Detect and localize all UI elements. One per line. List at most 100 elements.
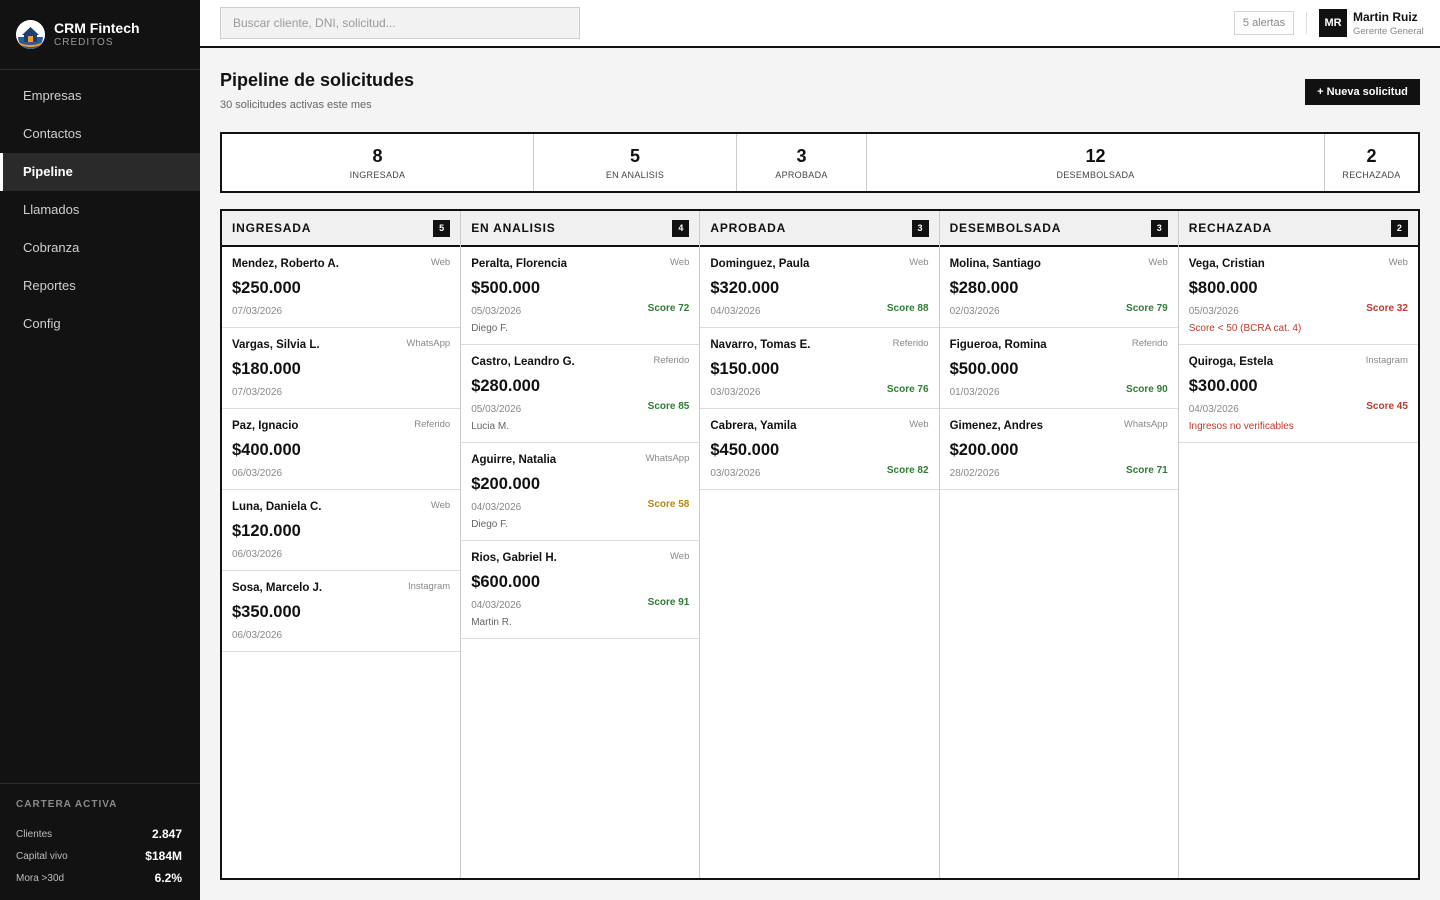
assigned-analyst: Diego F. <box>471 519 508 530</box>
alerts-button[interactable]: 5 alertas <box>1234 11 1294 35</box>
column-title: APROBADA <box>710 221 787 235</box>
stat-label: APROBADA <box>775 170 828 180</box>
brand[interactable]: CRM Fintech CREDITOS <box>0 0 200 70</box>
sidebar-item-cobranza[interactable]: Cobranza <box>23 240 80 255</box>
lead-source: WhatsApp <box>645 453 690 464</box>
request-card[interactable]: Paz, Ignacio Referido $400.000 06/03/2026 <box>222 409 461 490</box>
stat-desembolsada: 12 DESEMBOLSADA <box>867 134 1325 191</box>
loan-amount: $600.000 <box>471 573 541 591</box>
request-date: 03/03/2026 <box>710 468 761 479</box>
kanban-board: INGRESADA 5 Mendez, Roberto A. Web $250.000 0… <box>220 209 1420 880</box>
lead-source: Web <box>1148 257 1168 268</box>
lead-source: Web <box>909 419 929 430</box>
column-count-badge: 3 <box>1150 219 1168 237</box>
request-card[interactable]: Peralta, Florencia Web $500.000 05/03/2026 S… <box>461 247 700 345</box>
request-card[interactable]: Rios, Gabriel H. Web $600.000 04/03/2026 Sco… <box>461 541 700 639</box>
request-date: 07/03/2026 <box>232 387 283 398</box>
client-name: Peralta, Florencia <box>471 258 568 270</box>
portfolio-value: 6.2% <box>154 871 182 885</box>
request-card[interactable]: Navarro, Tomas E. Referido $150.000 03/03/2… <box>700 328 939 409</box>
lead-source: Web <box>670 551 690 562</box>
stat-label: RECHAZADA <box>1342 170 1401 180</box>
request-date: 04/03/2026 <box>471 502 522 513</box>
user-name[interactable]: Martin Ruiz <box>1353 10 1418 24</box>
request-card[interactable]: Castro, Leandro G. Referido $280.000 05/03/… <box>461 345 700 443</box>
client-name: Vargas, Silvia L. <box>232 339 320 351</box>
request-date: 04/03/2026 <box>471 600 522 611</box>
column-title: RECHAZADA <box>1188 221 1272 235</box>
stat-value: 5 <box>629 146 640 166</box>
request-card[interactable]: Vargas, Silvia L. WhatsApp $180.000 07/03/2… <box>222 328 461 409</box>
sidebar-nav: Empresas Contactos Pipeline Llamados Cobranz… <box>0 70 200 343</box>
stat-rechazada: 2 RECHAZADA <box>1325 134 1418 191</box>
request-date: 05/03/2026 <box>471 404 522 415</box>
page-subtitle: 30 solicitudes activas este mes <box>220 99 372 111</box>
brand-subtitle: CREDITOS <box>54 37 114 48</box>
kanban-column: DESEMBOLSADA 3 Molina, Santiago Web $280.000… <box>939 211 1179 878</box>
request-card[interactable]: Quiroga, Estela Instagram $300.000 04/03/20… <box>1178 345 1418 443</box>
stat-label: DESEMBOLSADA <box>1056 170 1135 180</box>
request-card[interactable]: Cabrera, Yamila Web $450.000 03/03/2026 Scor… <box>700 409 939 490</box>
request-date: 28/02/2026 <box>949 468 1000 479</box>
stat-ingresada: 8 INGRESADA <box>222 134 534 191</box>
rejection-reason: Score < 50 (BCRA cat. 4) <box>1188 323 1302 334</box>
stat-value: 2 <box>1366 146 1377 166</box>
request-card[interactable]: Gimenez, Andres WhatsApp $200.000 28/02/202… <box>939 409 1178 490</box>
portfolio-value: 2.847 <box>151 827 182 841</box>
page-title: Pipeline de solicitudes <box>220 70 415 90</box>
request-card[interactable]: Dominguez, Paula Web $320.000 04/03/2026 Sco… <box>700 247 939 328</box>
column-count-badge: 3 <box>911 219 929 237</box>
request-card[interactable]: Molina, Santiago Web $280.000 02/03/2026 Sco… <box>939 247 1178 328</box>
kanban-column: APROBADA 3 Dominguez, Paula Web $320.000 04/0… <box>700 211 940 878</box>
credit-score: Score 71 <box>1126 465 1168 476</box>
kanban-column: EN ANALISIS 4 Peralta, Florencia Web $500.00… <box>461 211 701 878</box>
stat-label: INGRESADA <box>349 170 406 180</box>
client-name: Mendez, Roberto A. <box>232 258 339 270</box>
rejection-reason: Ingresos no verificables <box>1188 421 1294 432</box>
loan-amount: $250.000 <box>232 279 301 297</box>
stat-aprobada: 3 APROBADA <box>737 134 867 191</box>
column-header: EN ANALISIS 4 <box>461 211 700 247</box>
client-name: Molina, Santiago <box>949 258 1041 270</box>
logo-icon <box>16 20 45 49</box>
credit-score: Score 45 <box>1366 401 1408 412</box>
sidebar-item-pipeline[interactable]: Pipeline <box>0 153 200 191</box>
brand-title: CRM Fintech <box>54 20 140 36</box>
portfolio-row: Capital vivo $184M <box>16 845 182 867</box>
request-card[interactable]: Mendez, Roberto A. Web $250.000 07/03/2026 <box>222 247 461 328</box>
client-name: Sosa, Marcelo J. <box>232 582 323 594</box>
avatar[interactable]: MR <box>1319 9 1347 37</box>
loan-amount: $500.000 <box>949 360 1019 378</box>
request-card[interactable]: Vega, Cristian Web $800.000 05/03/2026 Score… <box>1178 247 1418 345</box>
request-card[interactable]: Aguirre, Natalia WhatsApp $200.000 04/03/20… <box>461 443 700 541</box>
loan-amount: $400.000 <box>232 441 301 459</box>
request-card[interactable]: Sosa, Marcelo J. Instagram $350.000 06/03/2… <box>222 571 461 652</box>
credit-score: Score 32 <box>1366 303 1408 314</box>
loan-amount: $120.000 <box>232 522 301 540</box>
loan-amount: $300.000 <box>1188 377 1258 395</box>
request-card[interactable]: Figueroa, Romina Referido $500.000 01/03/20… <box>939 328 1178 409</box>
sidebar-item-empresas[interactable]: Empresas <box>23 88 82 103</box>
request-date: 06/03/2026 <box>232 630 283 641</box>
sidebar-item-llamados[interactable]: Llamados <box>23 202 80 217</box>
sidebar-item-contactos[interactable]: Contactos <box>23 126 82 141</box>
topbar: 5 alertas MR Martin Ruiz Gerente General <box>200 0 1440 48</box>
sidebar-item-config[interactable]: Config <box>23 316 61 331</box>
request-date: 01/03/2026 <box>949 387 1000 398</box>
assigned-analyst: Diego F. <box>471 323 508 334</box>
search-input[interactable] <box>220 7 580 39</box>
request-date: 06/03/2026 <box>232 468 283 479</box>
lead-source: Instagram <box>407 581 451 592</box>
request-card[interactable]: Luna, Daniela C. Web $120.000 06/03/2026 <box>222 490 461 571</box>
request-date: 05/03/2026 <box>471 306 522 317</box>
credit-score: Score 58 <box>647 499 690 510</box>
portfolio-summary: CARTERA ACTIVA Clientes 2.847 Capital vi… <box>0 783 200 900</box>
credit-score: Score 82 <box>886 465 929 476</box>
lead-source: Referido <box>1131 338 1168 349</box>
client-name: Figueroa, Romina <box>949 339 1047 351</box>
request-date: 04/03/2026 <box>710 306 761 317</box>
column-header: DESEMBOLSADA 3 <box>939 211 1178 247</box>
sidebar-item-reportes[interactable]: Reportes <box>23 278 76 293</box>
new-request-button[interactable]: + Nueva solicitud <box>1305 79 1420 105</box>
client-name: Luna, Daniela C. <box>232 501 322 513</box>
